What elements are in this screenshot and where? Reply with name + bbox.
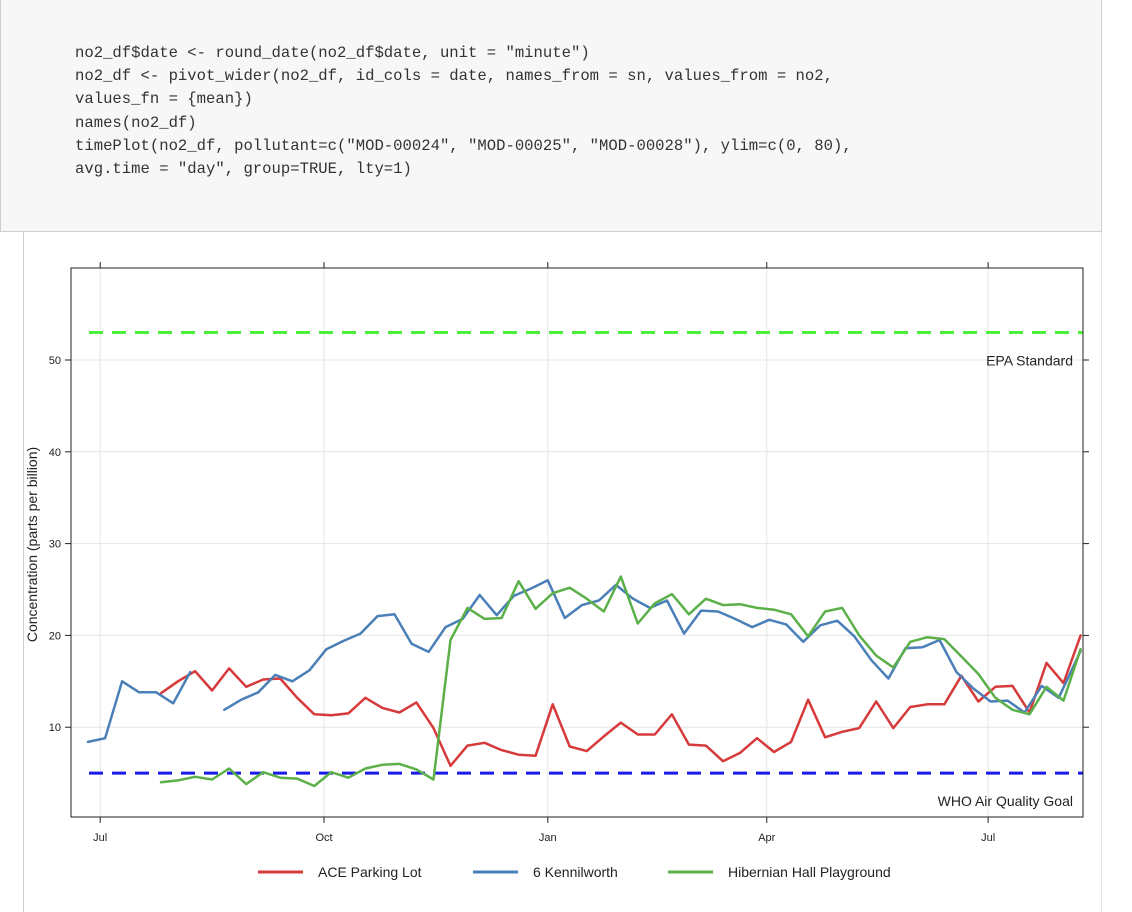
who-air-quality-goal-label: WHO Air Quality Goal	[938, 793, 1073, 809]
axis-layer: 10 20 30 40 50 Jul Oct Jan Apr Jul	[49, 262, 1089, 844]
code-line-2: no2_df <- pivot_wider(no2_df, id_cols = …	[75, 67, 833, 86]
y-tick-label-40: 40	[49, 447, 61, 459]
y-tick-label-10: 10	[49, 722, 61, 734]
grid-layer	[71, 268, 1083, 817]
x-tick-label-jul-2022: Jul	[93, 832, 107, 844]
code-line-1: no2_df$date <- round_date(no2_df$date, u…	[75, 44, 590, 62]
chart-output: EPA Standard WHO Air Quality Goal 10 20 30 4…	[0, 232, 1132, 912]
series-line-ace-parking-lot	[159, 634, 1082, 768]
x-tick-label-apr-2023: Apr	[758, 832, 775, 844]
output-left-border	[23, 232, 24, 912]
reference-lines: EPA Standard WHO Air Quality Goal	[89, 330, 1083, 809]
epa-standard-label: EPA Standard	[986, 352, 1073, 368]
code-line-3: values_fn = {mean})	[75, 90, 253, 109]
plot-frame	[70, 267, 1084, 818]
series-layer	[86, 575, 1082, 788]
output-right-border	[1101, 232, 1102, 912]
legend-label-6-kennilworth: 6 Kennilworth	[533, 864, 618, 880]
code-panel: no2_df$date <- round_date(no2_df$date, u…	[0, 0, 1102, 232]
legend: ACE Parking Lot 6 Kennilworth Hibernian Ha…	[258, 864, 891, 880]
code-line-5: timePlot(no2_df, pollutant=c("MOD-00024"…	[75, 136, 852, 155]
series-line-hibernian-hall-playground	[159, 575, 1082, 788]
code-line-6: avg.time = "day", group=TRUE, lty=1)	[75, 160, 412, 179]
code-block: no2_df$date <- round_date(no2_df$date, u…	[75, 42, 852, 181]
x-tick-label-jul-2023: Jul	[981, 832, 995, 844]
code-line-4: names(no2_df)	[75, 113, 197, 132]
y-tick-label-50: 50	[49, 355, 61, 367]
x-tick-label-oct-2022: Oct	[315, 832, 332, 844]
y-tick-label-20: 20	[49, 630, 61, 642]
legend-label-ace-parking-lot: ACE Parking Lot	[318, 864, 422, 880]
y-tick-label-30: 30	[49, 539, 61, 551]
series-line-6-kennilworth	[86, 579, 1082, 744]
time-series-chart: EPA Standard WHO Air Quality Goal 10 20 30 4…	[24, 262, 1089, 880]
legend-label-hibernian-hall-playground: Hibernian Hall Playground	[728, 864, 891, 880]
y-axis-label: Concentration (parts per billion)	[24, 447, 40, 642]
x-tick-label-jan-2023: Jan	[539, 832, 557, 844]
